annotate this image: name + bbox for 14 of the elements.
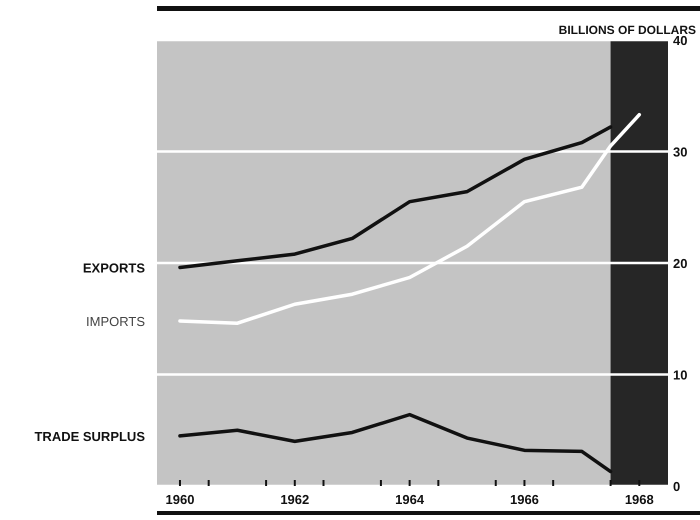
x-tick-label: 1962 (280, 492, 310, 507)
x-tick-label: 1966 (510, 492, 539, 507)
x-tick-label: 1964 (395, 492, 425, 507)
text: TRADE SURPLUS (34, 428, 146, 444)
text: IMPORTS (86, 314, 146, 329)
text: EXPORTS (82, 260, 146, 276)
x-tick-label: 1968 (624, 492, 654, 507)
y-tick-label: 20 (673, 256, 688, 271)
y-tick-label: 10 (673, 368, 688, 382)
y-tick-label: 0 (673, 479, 680, 494)
x-tick-label: 1960 (166, 492, 194, 507)
y-tick-label: 30 (673, 144, 688, 160)
line-series (178, 125, 612, 270)
line-series (178, 412, 612, 474)
